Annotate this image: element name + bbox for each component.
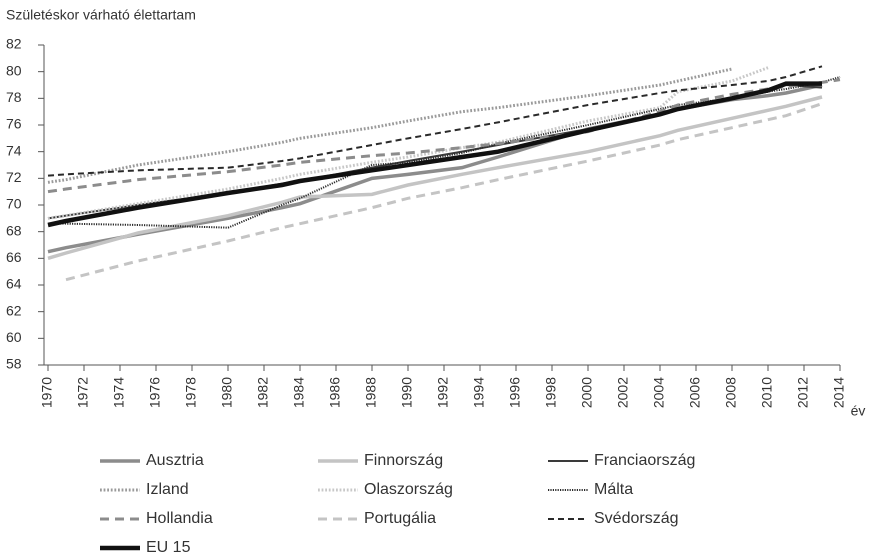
x-tick-label: 1998	[543, 377, 559, 408]
x-tick-label: 1988	[363, 377, 379, 408]
legend-label: Olaszország	[364, 481, 453, 498]
x-tick-label: 2010	[759, 377, 775, 408]
x-tick-label: 1990	[399, 377, 415, 408]
x-tick-label: 1996	[507, 377, 523, 408]
y-tick-label: 70	[6, 196, 22, 212]
y-tick-label: 72	[6, 169, 22, 185]
x-tick-label: 1992	[435, 377, 451, 408]
legend-label: Ausztria	[146, 452, 204, 469]
y-tick-label: 62	[6, 302, 22, 318]
x-tick-label: 2012	[795, 377, 811, 408]
x-tick-label: 2014	[831, 377, 847, 408]
series-line	[47, 81, 822, 228]
y-tick-label: 76	[6, 116, 22, 132]
y-tick-label: 58	[6, 356, 22, 372]
series-line	[47, 67, 733, 184]
y-tick-label: 74	[6, 142, 22, 158]
x-tick-label: 1980	[219, 377, 235, 408]
x-tick-label: 1970	[39, 377, 55, 408]
x-tick-label: 1984	[291, 377, 307, 408]
x-tick-label: 1974	[111, 377, 127, 408]
series-line	[47, 66, 769, 220]
legend-label: Franciaország	[594, 452, 695, 469]
legend-label: Izland	[146, 481, 189, 498]
x-tick-label: 1976	[147, 377, 163, 408]
legend-label: Svédország	[594, 510, 679, 527]
series-line	[47, 83, 823, 254]
series-line	[47, 78, 841, 194]
x-tick-label: 2006	[687, 377, 703, 408]
y-tick-label: 66	[6, 249, 22, 265]
legend-label: EU 15	[146, 539, 191, 556]
y-tick-label: 78	[6, 89, 22, 105]
legend-label: Finnország	[364, 452, 443, 469]
series-line	[47, 65, 823, 177]
y-tick-label: 82	[6, 36, 22, 52]
x-tick-label: 1972	[75, 377, 91, 408]
x-tick-label: 1982	[255, 377, 271, 408]
x-tick-label: 1986	[327, 377, 343, 408]
x-tick-label: 2004	[651, 377, 667, 408]
x-tick-label: 1994	[471, 377, 487, 408]
series-line	[65, 102, 823, 282]
x-tick-label: 2008	[723, 377, 739, 408]
x-axis-title: év	[851, 403, 866, 419]
series-line	[48, 76, 841, 229]
legend-label: Portugália	[364, 510, 436, 527]
y-tick-label: 80	[6, 62, 22, 78]
x-tick-label: 2002	[615, 377, 631, 408]
y-axis-title: Születéskor várható élettartam	[6, 7, 196, 23]
x-tick-label: 2000	[579, 377, 595, 408]
y-tick-label: 68	[6, 222, 22, 238]
series-line	[47, 95, 823, 261]
legend-label: Málta	[594, 481, 633, 498]
y-tick-label: 64	[6, 276, 22, 292]
x-tick-label: 1978	[183, 377, 199, 408]
legend-label: Hollandia	[146, 510, 213, 527]
y-tick-label: 60	[6, 329, 22, 345]
